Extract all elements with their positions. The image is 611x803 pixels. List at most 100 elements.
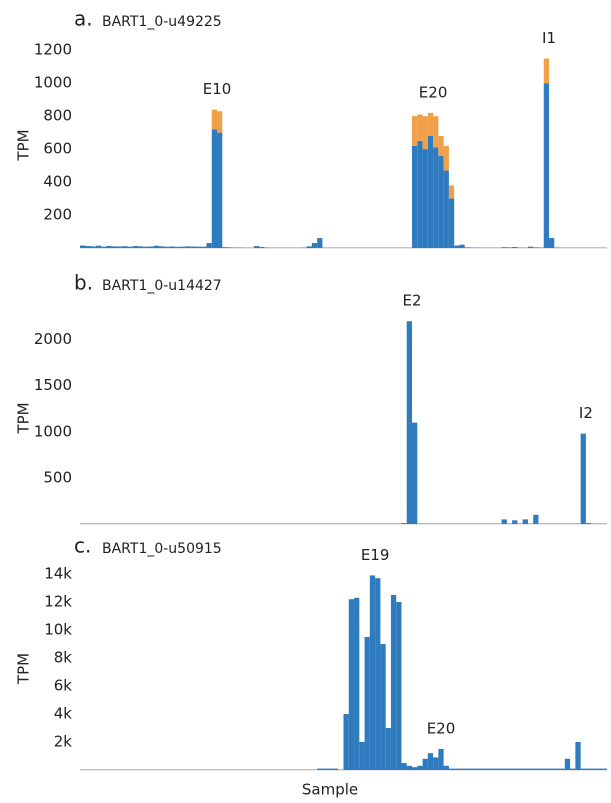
x-axis-label: Sample [302, 781, 358, 799]
bar-segment [217, 111, 223, 133]
bar [427, 753, 434, 770]
y-tick-label: 1500 [34, 376, 72, 394]
bar-segment [549, 238, 555, 248]
bar-segment [206, 243, 212, 248]
bar-segment [417, 114, 423, 141]
bar-segment [106, 246, 112, 248]
y-tick-label: 6k [54, 677, 73, 695]
bar [390, 595, 397, 770]
bar-segment [95, 245, 102, 248]
annotation: E20 [419, 83, 448, 101]
bar [533, 514, 539, 524]
bar [543, 768, 550, 770]
bar [364, 637, 370, 770]
y-tick-label: 1200 [34, 41, 72, 59]
bar-segment [85, 246, 91, 248]
bar-segment [259, 247, 265, 248]
bar-segment [80, 245, 86, 248]
y-tick-label: 10k [44, 621, 72, 639]
y-axis-label: TPM [15, 402, 33, 434]
bar-segment [111, 246, 117, 248]
bar-segment [137, 246, 144, 248]
bar-segment [169, 246, 175, 248]
bar-segment [153, 245, 160, 248]
y-axis-label: TPM [15, 653, 33, 685]
bar [533, 768, 539, 770]
bar-segment [201, 246, 207, 248]
bar [406, 321, 413, 524]
bar-segment [253, 246, 260, 248]
y-tick-label: 500 [43, 468, 72, 486]
bar-segment [422, 149, 428, 248]
bar-segment [533, 247, 539, 248]
bar [454, 768, 460, 770]
bar-segment [412, 116, 418, 146]
bar-segment [454, 245, 460, 248]
bar [570, 768, 576, 770]
bar [401, 763, 407, 770]
bar-segment [443, 145, 449, 171]
bar-segment [412, 145, 418, 248]
panel-label: c. [74, 534, 91, 558]
bar [480, 768, 486, 770]
bar-segment [422, 116, 428, 150]
bar [580, 433, 586, 524]
bar-segment [127, 246, 133, 248]
y-tick-label: 12k [44, 593, 72, 611]
bar-segment [464, 247, 470, 248]
bar [406, 765, 413, 770]
bar [475, 768, 481, 770]
bar-segment [143, 246, 149, 248]
bar [459, 768, 465, 770]
panel-title: BART1_0-u50915 [102, 541, 222, 557]
bar-segment [90, 246, 96, 248]
bar-segment [438, 155, 444, 248]
bar [396, 602, 402, 770]
bar [438, 749, 444, 770]
bar [443, 765, 449, 770]
bar [501, 519, 507, 524]
bar-segment [148, 246, 154, 248]
panel-title: BART1_0-u49225 [102, 14, 222, 30]
panel-label: a. [74, 7, 93, 31]
bar [559, 768, 565, 770]
y-tick-label: 200 [43, 206, 72, 224]
bar [464, 768, 470, 770]
panel-title: BART1_0-u14427 [102, 278, 222, 294]
bar-segment [427, 112, 434, 136]
bar-segment [543, 83, 550, 248]
bar [549, 768, 555, 770]
y-tick-label: 1000 [34, 422, 72, 440]
bar-segment [448, 185, 455, 199]
bar [501, 768, 507, 770]
bar [585, 523, 592, 524]
bar-segment [443, 170, 449, 248]
bar-segment [164, 246, 170, 248]
bar-segment [211, 129, 218, 248]
bar [496, 768, 502, 770]
bar [596, 768, 602, 770]
annotation: E10 [203, 80, 232, 98]
bar-segment [227, 247, 233, 248]
bar [469, 768, 476, 770]
bar-segment [159, 246, 165, 248]
bar [369, 575, 376, 770]
annotation: I1 [542, 29, 556, 47]
bar-segment [438, 135, 444, 156]
y-tick-label: 800 [43, 107, 72, 125]
annotation: E2 [402, 292, 421, 310]
y-tick-label: 4k [54, 705, 73, 723]
bar-segment [116, 246, 123, 248]
bar-segment [543, 58, 550, 84]
bar-segment [306, 246, 312, 248]
bar [448, 768, 455, 770]
bar-segment [185, 246, 191, 248]
bar-segment [512, 247, 518, 248]
annotation: E19 [361, 546, 390, 564]
bar [417, 765, 423, 770]
bar [401, 523, 407, 524]
bar [343, 714, 349, 770]
bar [433, 757, 439, 770]
bar [538, 768, 544, 770]
bar-segment [433, 116, 439, 148]
